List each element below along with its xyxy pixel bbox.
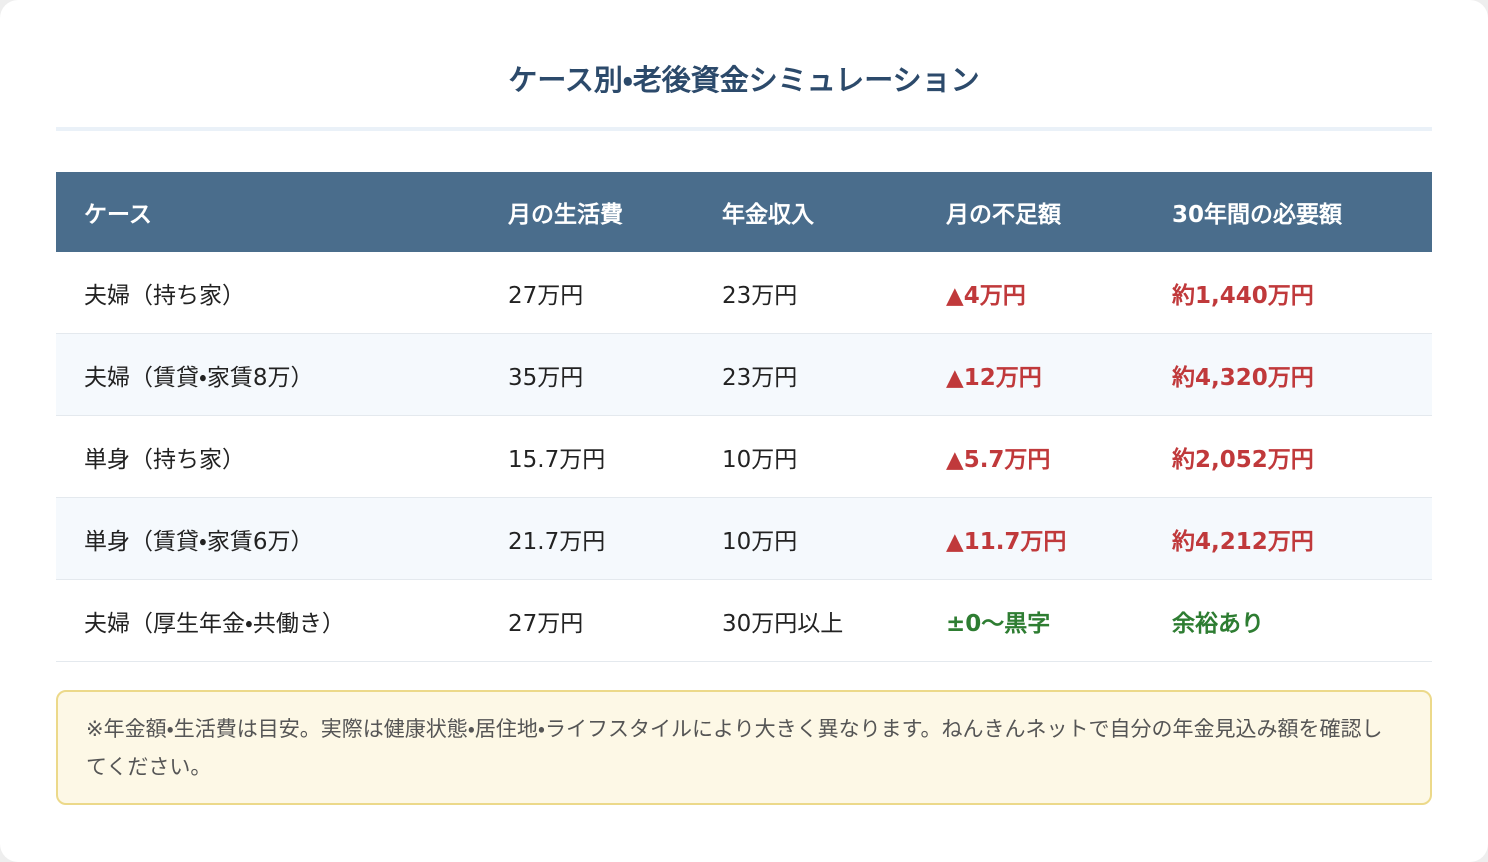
- cell: ±0〜黒字: [918, 579, 1144, 662]
- cell: 30万円以上: [694, 579, 918, 662]
- separator: [56, 127, 1432, 131]
- cell: 27万円: [480, 252, 694, 334]
- cell: 10万円: [694, 415, 918, 498]
- table-body: 夫婦（持ち家） 27万円 23万円 ▲4万円 約1,440万円 夫婦（賃貸・家賃8万） 35…: [56, 252, 1432, 662]
- note-text: ※年金額・生活費は目安。実際は健康状態・居住地・ライフスタイルにより大きく異なり…: [86, 716, 1383, 779]
- cell: ▲5.7万円: [918, 415, 1144, 498]
- cell: 27万円: [480, 579, 694, 662]
- cell: 夫婦（厚生年金・共働き）: [56, 579, 480, 662]
- cell: 約4,212万円: [1144, 497, 1432, 580]
- cell: 夫婦（持ち家）: [56, 252, 480, 334]
- cell: 夫婦（賃貸・家賃8万）: [56, 333, 480, 416]
- cell: 約2,052万円: [1144, 415, 1432, 498]
- row: 夫婦（持ち家） 27万円 23万円 ▲4万円 約1,440万円: [56, 252, 1432, 334]
- column-header: 年金収入: [694, 172, 918, 252]
- title: ケース別・老後資金シミュレーション: [508, 63, 980, 97]
- cell: 10万円: [694, 497, 918, 580]
- cell: ▲4万円: [918, 252, 1144, 334]
- table: ケース 月の生活費 年金収入 月の不足額 30年間の必要額 夫婦（持ち家） 27万円 23万…: [56, 172, 1432, 662]
- cell: 23万円: [694, 333, 918, 416]
- cell: 約4,320万円: [1144, 333, 1432, 416]
- row: 単身（賃貸・家賃6万） 21.7万円 10万円 ▲11.7万円 約4,212万円: [56, 497, 1432, 580]
- cell: 単身（持ち家）: [56, 415, 480, 498]
- table-head: ケース 月の生活費 年金収入 月の不足額 30年間の必要額: [56, 172, 1432, 252]
- cell: ▲12万円: [918, 333, 1144, 416]
- column-header: 30年間の必要額: [1144, 172, 1432, 252]
- cell: ▲11.7万円: [918, 497, 1144, 580]
- cell: 35万円: [480, 333, 694, 416]
- cell: 約1,440万円: [1144, 252, 1432, 334]
- row: 夫婦（賃貸・家賃8万） 35万円 23万円 ▲12万円 約4,320万円: [56, 333, 1432, 416]
- cell: 23万円: [694, 252, 918, 334]
- cell: 15.7万円: [480, 415, 694, 498]
- column-header: ケース: [56, 172, 480, 252]
- row: 夫婦（厚生年金・共働き） 27万円 30万円以上 ±0〜黒字 余裕あり: [56, 579, 1432, 662]
- column-header: 月の生活費: [480, 172, 694, 252]
- column-header: 月の不足額: [918, 172, 1144, 252]
- cell: 21.7万円: [480, 497, 694, 580]
- header-row: ケース 月の生活費 年金収入 月の不足額 30年間の必要額: [56, 172, 1432, 252]
- row: 単身（持ち家） 15.7万円 10万円 ▲5.7万円 約2,052万円: [56, 415, 1432, 498]
- note: ※年金額・生活費は目安。実際は健康状態・居住地・ライフスタイルにより大きく異なり…: [56, 690, 1432, 805]
- cell: 余裕あり: [1144, 579, 1432, 662]
- cell: 単身（賃貸・家賃6万）: [56, 497, 480, 580]
